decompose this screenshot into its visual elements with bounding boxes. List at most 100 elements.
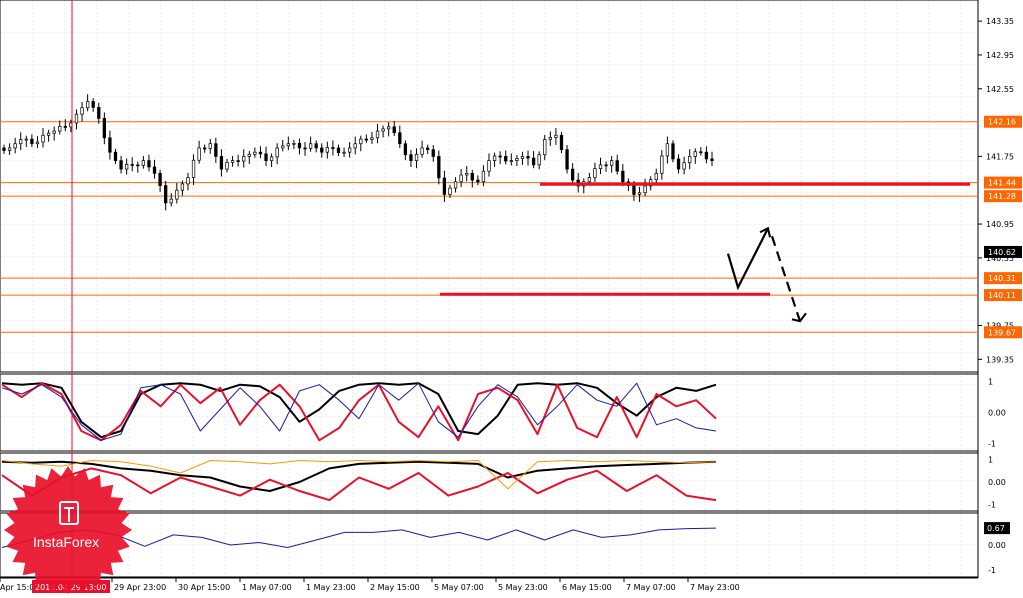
- time-tick-label: 1 May 07:00: [242, 583, 292, 592]
- instaforex-logo: InstaForex: [4, 466, 132, 594]
- candle-body: [375, 130, 380, 139]
- level-badge: [984, 115, 1022, 128]
- candle-body: [269, 156, 274, 161]
- panel-grid-0: [0, 0, 978, 372]
- time-tick-label: 5 May 07:00: [434, 583, 484, 592]
- candle-body: [191, 159, 196, 178]
- candle-body: [219, 156, 224, 170]
- candle-body: [336, 147, 341, 153]
- candle-body: [610, 160, 614, 166]
- indicator-tick-label: 0.00: [988, 409, 1006, 418]
- candle-body: [242, 156, 246, 162]
- logo-text: InstaForex: [33, 534, 99, 550]
- candle-body: [643, 185, 647, 194]
- time-tick-label: 30 Apr 15:00: [178, 583, 230, 592]
- candle-body: [492, 155, 497, 161]
- indicator-series-line: [1, 460, 717, 492]
- candle-body: [682, 162, 686, 170]
- candle-body: [654, 172, 658, 181]
- indicator-tick-label: 1: [988, 455, 993, 464]
- candle-body: [660, 155, 664, 174]
- indicator-current-label: 0.67: [987, 524, 1005, 533]
- candle-body: [225, 161, 229, 170]
- candle-body: [699, 151, 703, 154]
- time-tick-label: 6 May 15:00: [562, 583, 612, 592]
- candle-body: [437, 156, 441, 179]
- candle-body: [537, 154, 541, 166]
- indicator-tick-label: -1: [988, 501, 996, 510]
- indicator-tick-label: -1: [988, 566, 996, 575]
- price-tick-label: 140.95: [986, 220, 1014, 229]
- candle-body: [58, 126, 62, 132]
- candle-body: [570, 168, 575, 181]
- forecast-arrow-up: [726, 227, 769, 291]
- candle-body: [19, 139, 23, 145]
- candle-body: [487, 160, 491, 172]
- time-tick-label: 29 Apr 23:00: [114, 583, 166, 592]
- price-tick-label: 142.95: [986, 51, 1014, 60]
- candle-body: [459, 174, 463, 183]
- price-tick-label: 143.35: [986, 17, 1014, 26]
- time-tick-label: 1 May 23:00: [306, 583, 356, 592]
- candle-body: [7, 147, 12, 151]
- candle-body: [554, 134, 558, 138]
- candle-body: [665, 143, 670, 157]
- time-tick-label: 7 May 23:00: [690, 583, 740, 592]
- candle-body: [426, 147, 430, 150]
- candle-body: [286, 143, 290, 147]
- candle-body: [97, 107, 101, 119]
- candle-body: [364, 138, 369, 141]
- candle-body: [704, 151, 709, 160]
- candle-body: [164, 185, 168, 204]
- level-badge-label: 142.16: [988, 118, 1016, 127]
- candle-body: [481, 170, 486, 183]
- candle-body: [598, 164, 603, 170]
- candle-body: [498, 155, 502, 158]
- candle-body: [465, 172, 469, 176]
- candle-body: [297, 142, 302, 149]
- candle-body: [604, 164, 608, 167]
- indicator-tick-label: -1: [988, 439, 996, 448]
- candle-body: [387, 126, 391, 130]
- level-badge: [984, 190, 1022, 203]
- candle-body: [676, 158, 681, 170]
- candle-body: [303, 147, 307, 150]
- candle-body: [710, 158, 714, 161]
- candle-body: [158, 172, 162, 186]
- candle-body: [520, 156, 525, 159]
- candle-body: [621, 170, 625, 183]
- candle-body: [108, 137, 112, 153]
- candle-body: [320, 147, 324, 153]
- candle-body: [208, 143, 212, 149]
- time-tick-label: 5 May 23:00: [498, 583, 548, 592]
- level-badge-label: 141.44: [988, 179, 1016, 188]
- panel-grid-3: [0, 513, 978, 577]
- indicator-current-badge: [984, 522, 1010, 535]
- indicator-tick-label: 1: [988, 378, 993, 387]
- level-badge-label: 139.67: [988, 328, 1016, 337]
- candle-body: [186, 177, 190, 185]
- candle-body: [236, 160, 240, 162]
- candle-body: [565, 149, 569, 170]
- price-tick-label: 140.55: [986, 254, 1014, 263]
- price-tick-label: 139.75: [986, 322, 1014, 331]
- candle-body: [688, 156, 692, 164]
- indicator-series-line: [1, 460, 717, 490]
- candle-body: [559, 134, 564, 150]
- candle-body: [325, 147, 329, 153]
- indicator-series-line: [1, 382, 717, 441]
- candle-body: [308, 143, 313, 149]
- candle-body: [476, 179, 480, 183]
- candle-body: [30, 138, 34, 145]
- candle-body: [637, 192, 642, 195]
- candle-body: [615, 160, 619, 172]
- candle-body: [442, 177, 447, 195]
- candle-body: [52, 130, 56, 134]
- candle-body: [515, 158, 519, 161]
- candle-body: [353, 143, 357, 149]
- candle-body: [147, 160, 151, 168]
- candle-body: [141, 160, 146, 166]
- logo-emblem-icon: [59, 501, 79, 525]
